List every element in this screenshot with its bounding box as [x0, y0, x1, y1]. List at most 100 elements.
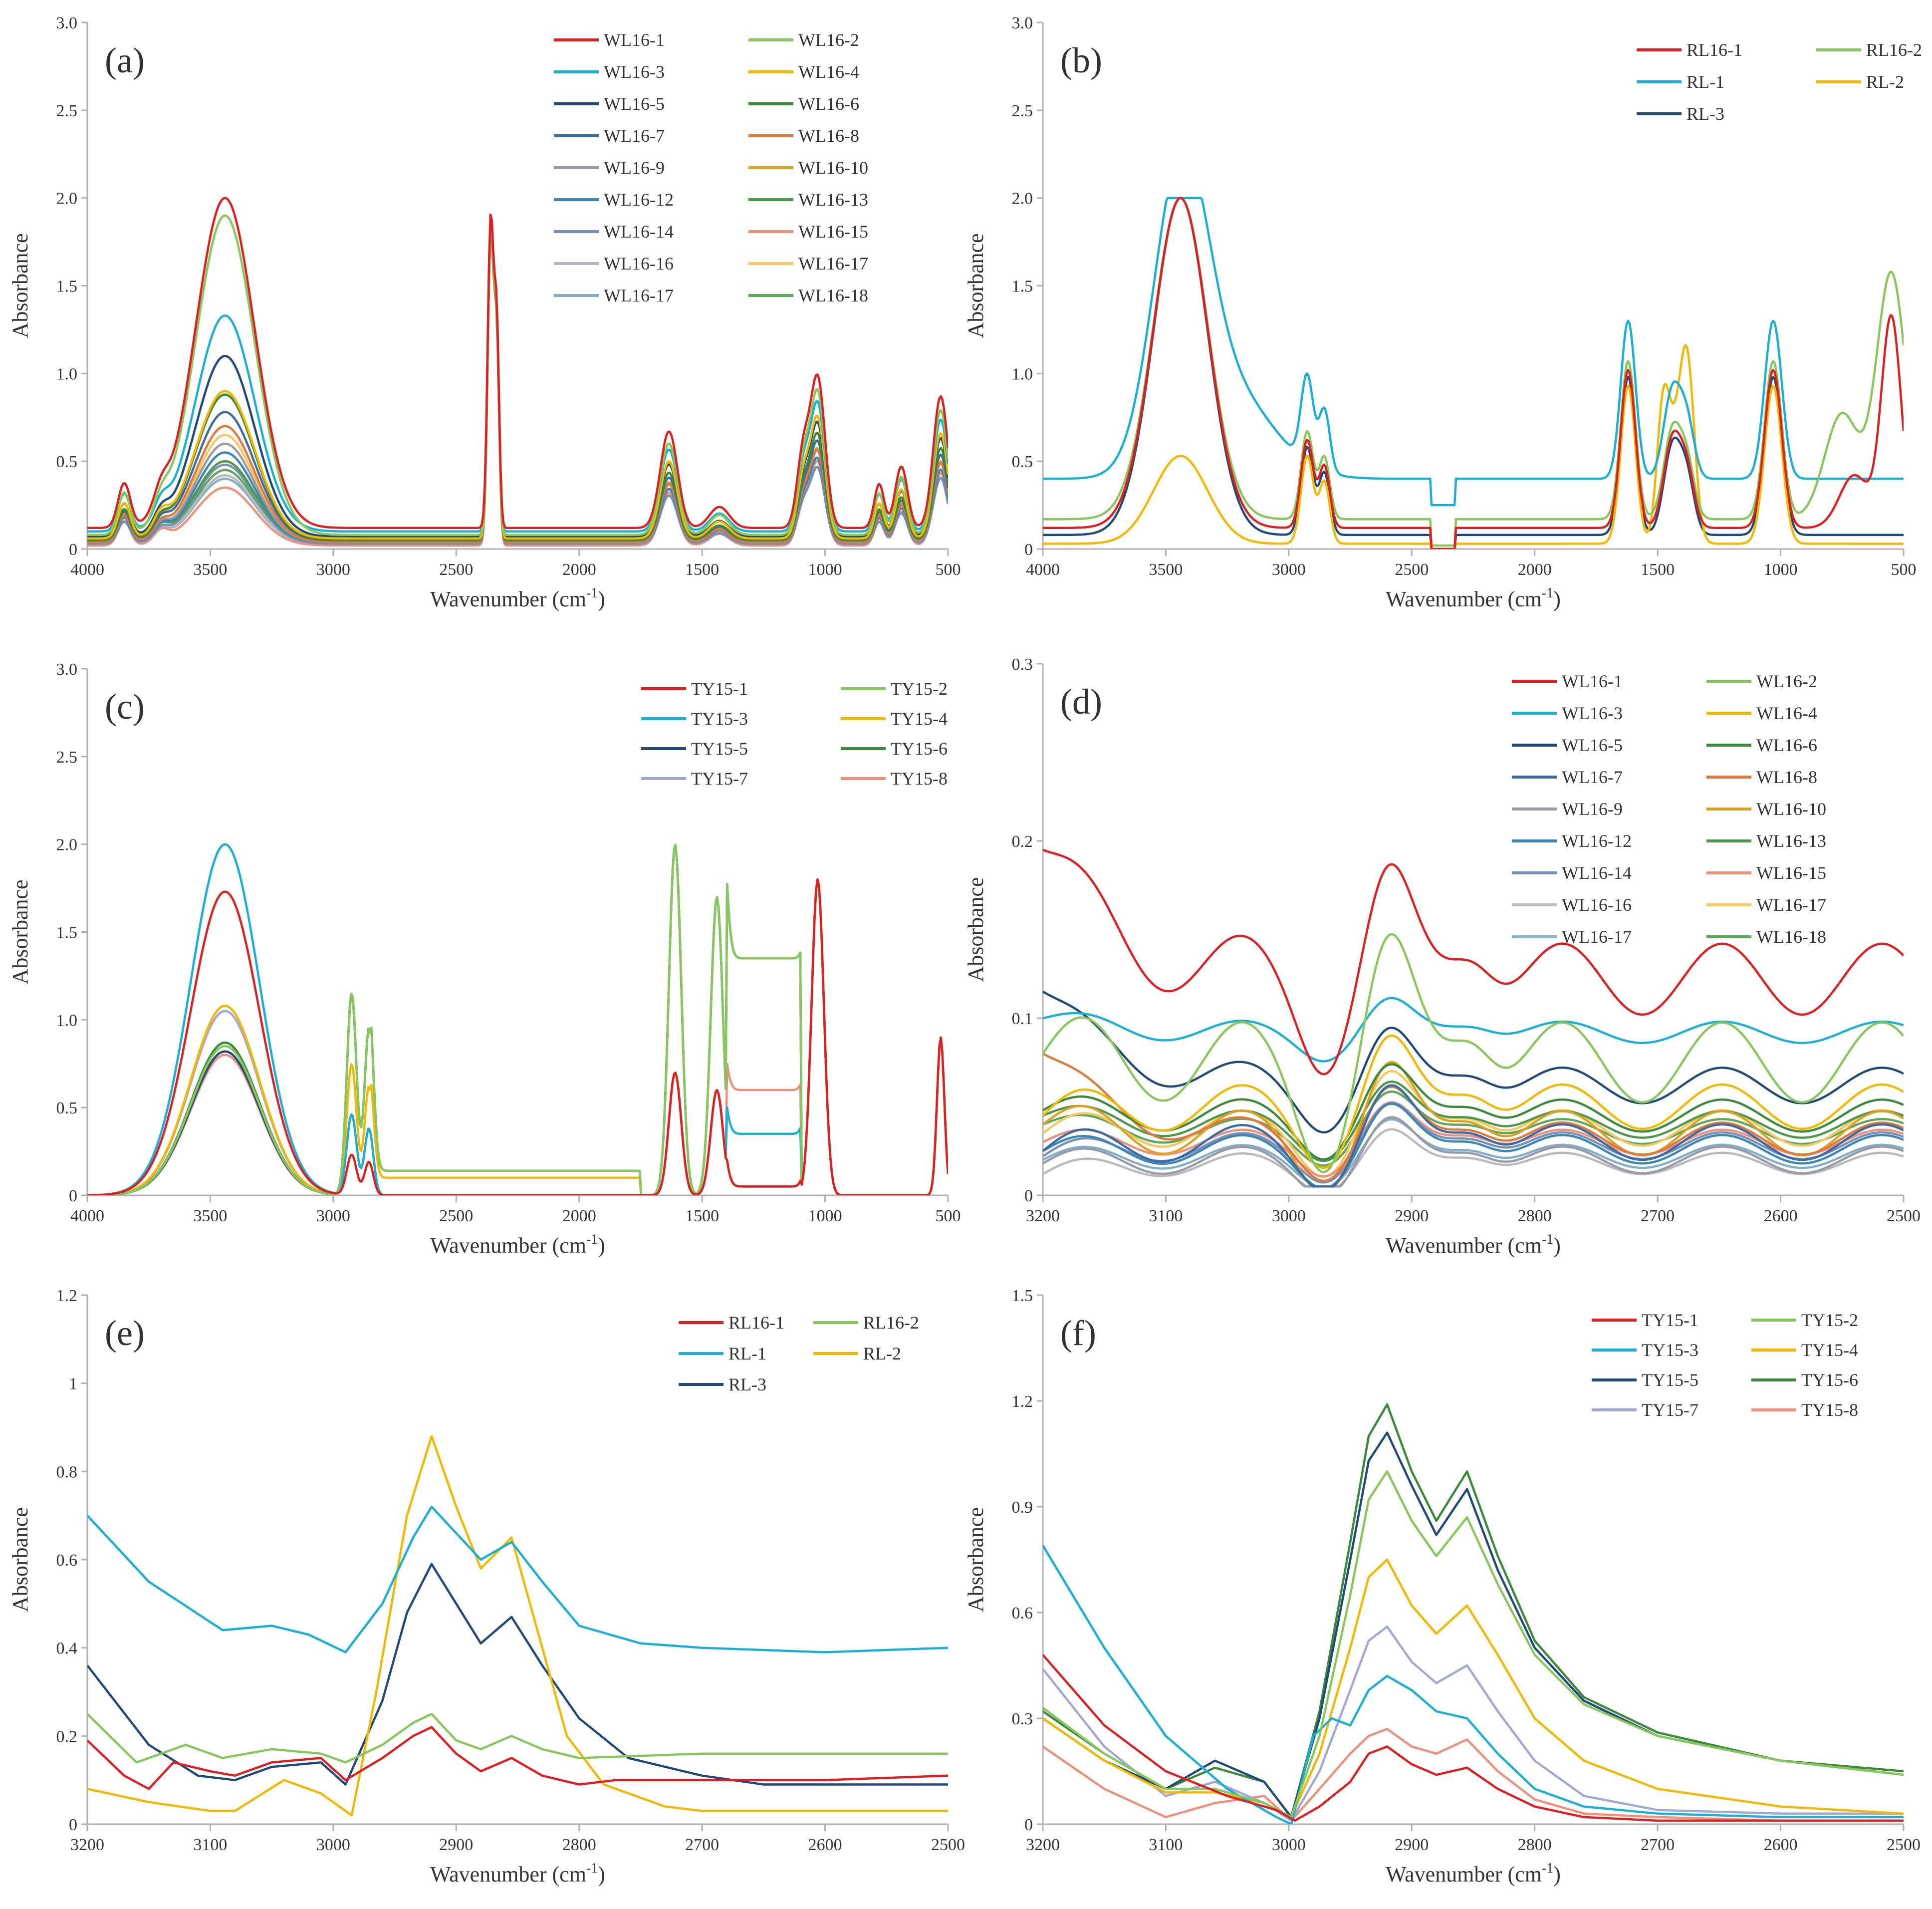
x-tick-label: 2700: [1641, 1207, 1675, 1225]
y-axis-title: Absorbance: [8, 879, 32, 984]
legend: TY15-1 TY15-2 TY15-3 TY15-4 TY15-5 TY15-6 TY15…: [641, 679, 948, 789]
x-tick-label: 1000: [808, 560, 842, 579]
x-tick-label: 2800: [562, 1836, 596, 1854]
x-tick-label: 2000: [562, 560, 596, 579]
legend-label: TY15-7: [691, 769, 748, 789]
legend-label: WL16-7: [1562, 767, 1623, 787]
y-tick-label: 1.2: [56, 1287, 78, 1305]
x-tick-label: 1000: [808, 1207, 842, 1225]
series-line-WL16-17: [87, 229, 948, 545]
legend-label: TY15-4: [891, 709, 948, 729]
series-line-WL16-4: [1043, 1034, 1904, 1169]
legend-label: WL16-17: [1562, 927, 1632, 947]
x-tick-label: 3000: [1272, 1207, 1306, 1225]
legend-label: WL16-17: [798, 254, 868, 273]
y-tick-label: 0: [69, 1816, 77, 1834]
x-tick-label: 2500: [1395, 560, 1429, 579]
legend-label: WL16-18: [1756, 927, 1826, 947]
series-line-WL16-7: [1043, 1084, 1904, 1188]
series-group: [87, 1435, 948, 1817]
legend-label: TY15-6: [1801, 1370, 1858, 1390]
legend: RL16-1 RL16-2 RL-1 RL-2 RL-3: [1637, 40, 1922, 124]
series-group: [1043, 197, 1904, 549]
legend-label: TY15-7: [1642, 1400, 1698, 1420]
legend-label: WL16-15: [1756, 863, 1826, 883]
legend-label: RL16-2: [863, 1313, 919, 1333]
y-tick-label: 0.2: [56, 1727, 78, 1746]
panel-label: (b): [1060, 40, 1102, 80]
legend-label: WL16-4: [1756, 703, 1817, 723]
y-axis-title: Absorbance: [964, 1507, 988, 1612]
legend-label: RL-1: [1687, 72, 1724, 92]
x-axis-title: Wavenumber (cm-1): [430, 1232, 605, 1258]
x-tick-label: 2900: [1395, 1836, 1429, 1854]
series-line-WL16-16: [87, 229, 948, 545]
legend-label: RL-3: [728, 1374, 766, 1394]
series-line-WL16-3: [87, 217, 948, 533]
x-axis-title: Wavenumber (cm-1): [430, 1861, 605, 1887]
x-tick-label: 2600: [1764, 1836, 1798, 1854]
x-axis-title: Wavenumber (cm-1): [1386, 585, 1561, 611]
legend-label: WL16-18: [798, 285, 868, 305]
legend-label: WL16-2: [1756, 671, 1817, 691]
series-line-RL-3: [87, 1563, 948, 1786]
series-line-WL16-6: [87, 226, 948, 542]
y-tick-label: 1.5: [1012, 277, 1033, 296]
series-line-RL16-1: [1043, 197, 1904, 549]
x-tick-label: 2500: [931, 1836, 965, 1854]
series-line-TY15-7: [1043, 1626, 1904, 1822]
y-tick-label: 2.5: [56, 102, 78, 120]
y-tick-label: 3.0: [1012, 14, 1033, 32]
x-tick-label: 3100: [193, 1836, 227, 1854]
panel-e: 3200 3100 3000 2900 2800 2700 2600 2500 0 0.2 0.4 0…: [8, 1287, 965, 1887]
x-axis-title: Wavenumber (cm-1): [1386, 1232, 1561, 1258]
legend: WL16-1 WL16-2 WL16-3 WL16-4 WL16-5 WL16-6 WL16…: [554, 30, 868, 305]
legend-label: TY15-4: [1801, 1340, 1858, 1360]
y-tick-label: 0.5: [1012, 453, 1033, 471]
x-tick-label: 3500: [193, 560, 227, 579]
y-tick-label: 0.6: [1012, 1604, 1033, 1623]
y-tick-label: 0.2: [1012, 832, 1033, 851]
x-tick-label: 4000: [70, 1207, 104, 1225]
legend-label: WL16-6: [1756, 735, 1817, 755]
series-line-TY15-4: [87, 878, 948, 1195]
x-tick-label: 1500: [685, 1207, 719, 1225]
x-tick-label: 2700: [685, 1836, 719, 1854]
y-tick-label: 0.6: [56, 1551, 78, 1570]
legend-label: WL16-13: [798, 190, 868, 210]
series-line-TY15-6: [1043, 1403, 1904, 1819]
series-group: [87, 843, 948, 1195]
y-tick-label: 1.0: [56, 365, 78, 383]
series-line-WL16-13: [87, 227, 948, 544]
legend-label: WL16-9: [604, 158, 665, 178]
legend-label: WL16-8: [798, 126, 859, 146]
legend-label: WL16-4: [798, 62, 859, 82]
panel-label: (d): [1060, 682, 1102, 722]
series-line-WL16-12: [87, 227, 948, 544]
x-tick-label: 3200: [1026, 1836, 1060, 1854]
x-tick-label: 3000: [1272, 1836, 1306, 1854]
x-tick-label: 2000: [1518, 560, 1552, 579]
legend-label: RL-2: [1866, 72, 1904, 92]
series-line-WL16-8: [87, 227, 948, 544]
x-tick-label: 2600: [1764, 1207, 1798, 1225]
y-tick-label: 0.3: [1012, 655, 1033, 674]
series-line-TY15-2: [1043, 1470, 1904, 1819]
y-tick-label: 0: [69, 541, 77, 559]
series-line-WL16-15: [87, 231, 948, 547]
panel-label: (a): [105, 40, 145, 80]
y-tick-label: 2.0: [56, 836, 78, 854]
y-tick-label: 2.0: [1012, 190, 1033, 208]
x-tick-label: 4000: [70, 560, 104, 579]
series-line-TY15-4: [1043, 1558, 1904, 1819]
series-line-TY15-3: [1043, 1545, 1904, 1824]
legend-label: WL16-16: [1562, 895, 1632, 915]
legend-label: TY15-2: [891, 679, 948, 699]
x-tick-label: 500: [936, 560, 961, 579]
y-tick-label: 1.5: [1012, 1287, 1033, 1305]
legend-label: WL16-10: [798, 158, 868, 178]
y-tick-label: 0.3: [1012, 1710, 1033, 1728]
legend-label: TY15-6: [891, 739, 948, 759]
panel-label: (c): [105, 687, 145, 727]
y-tick-label: 3.0: [56, 14, 78, 32]
